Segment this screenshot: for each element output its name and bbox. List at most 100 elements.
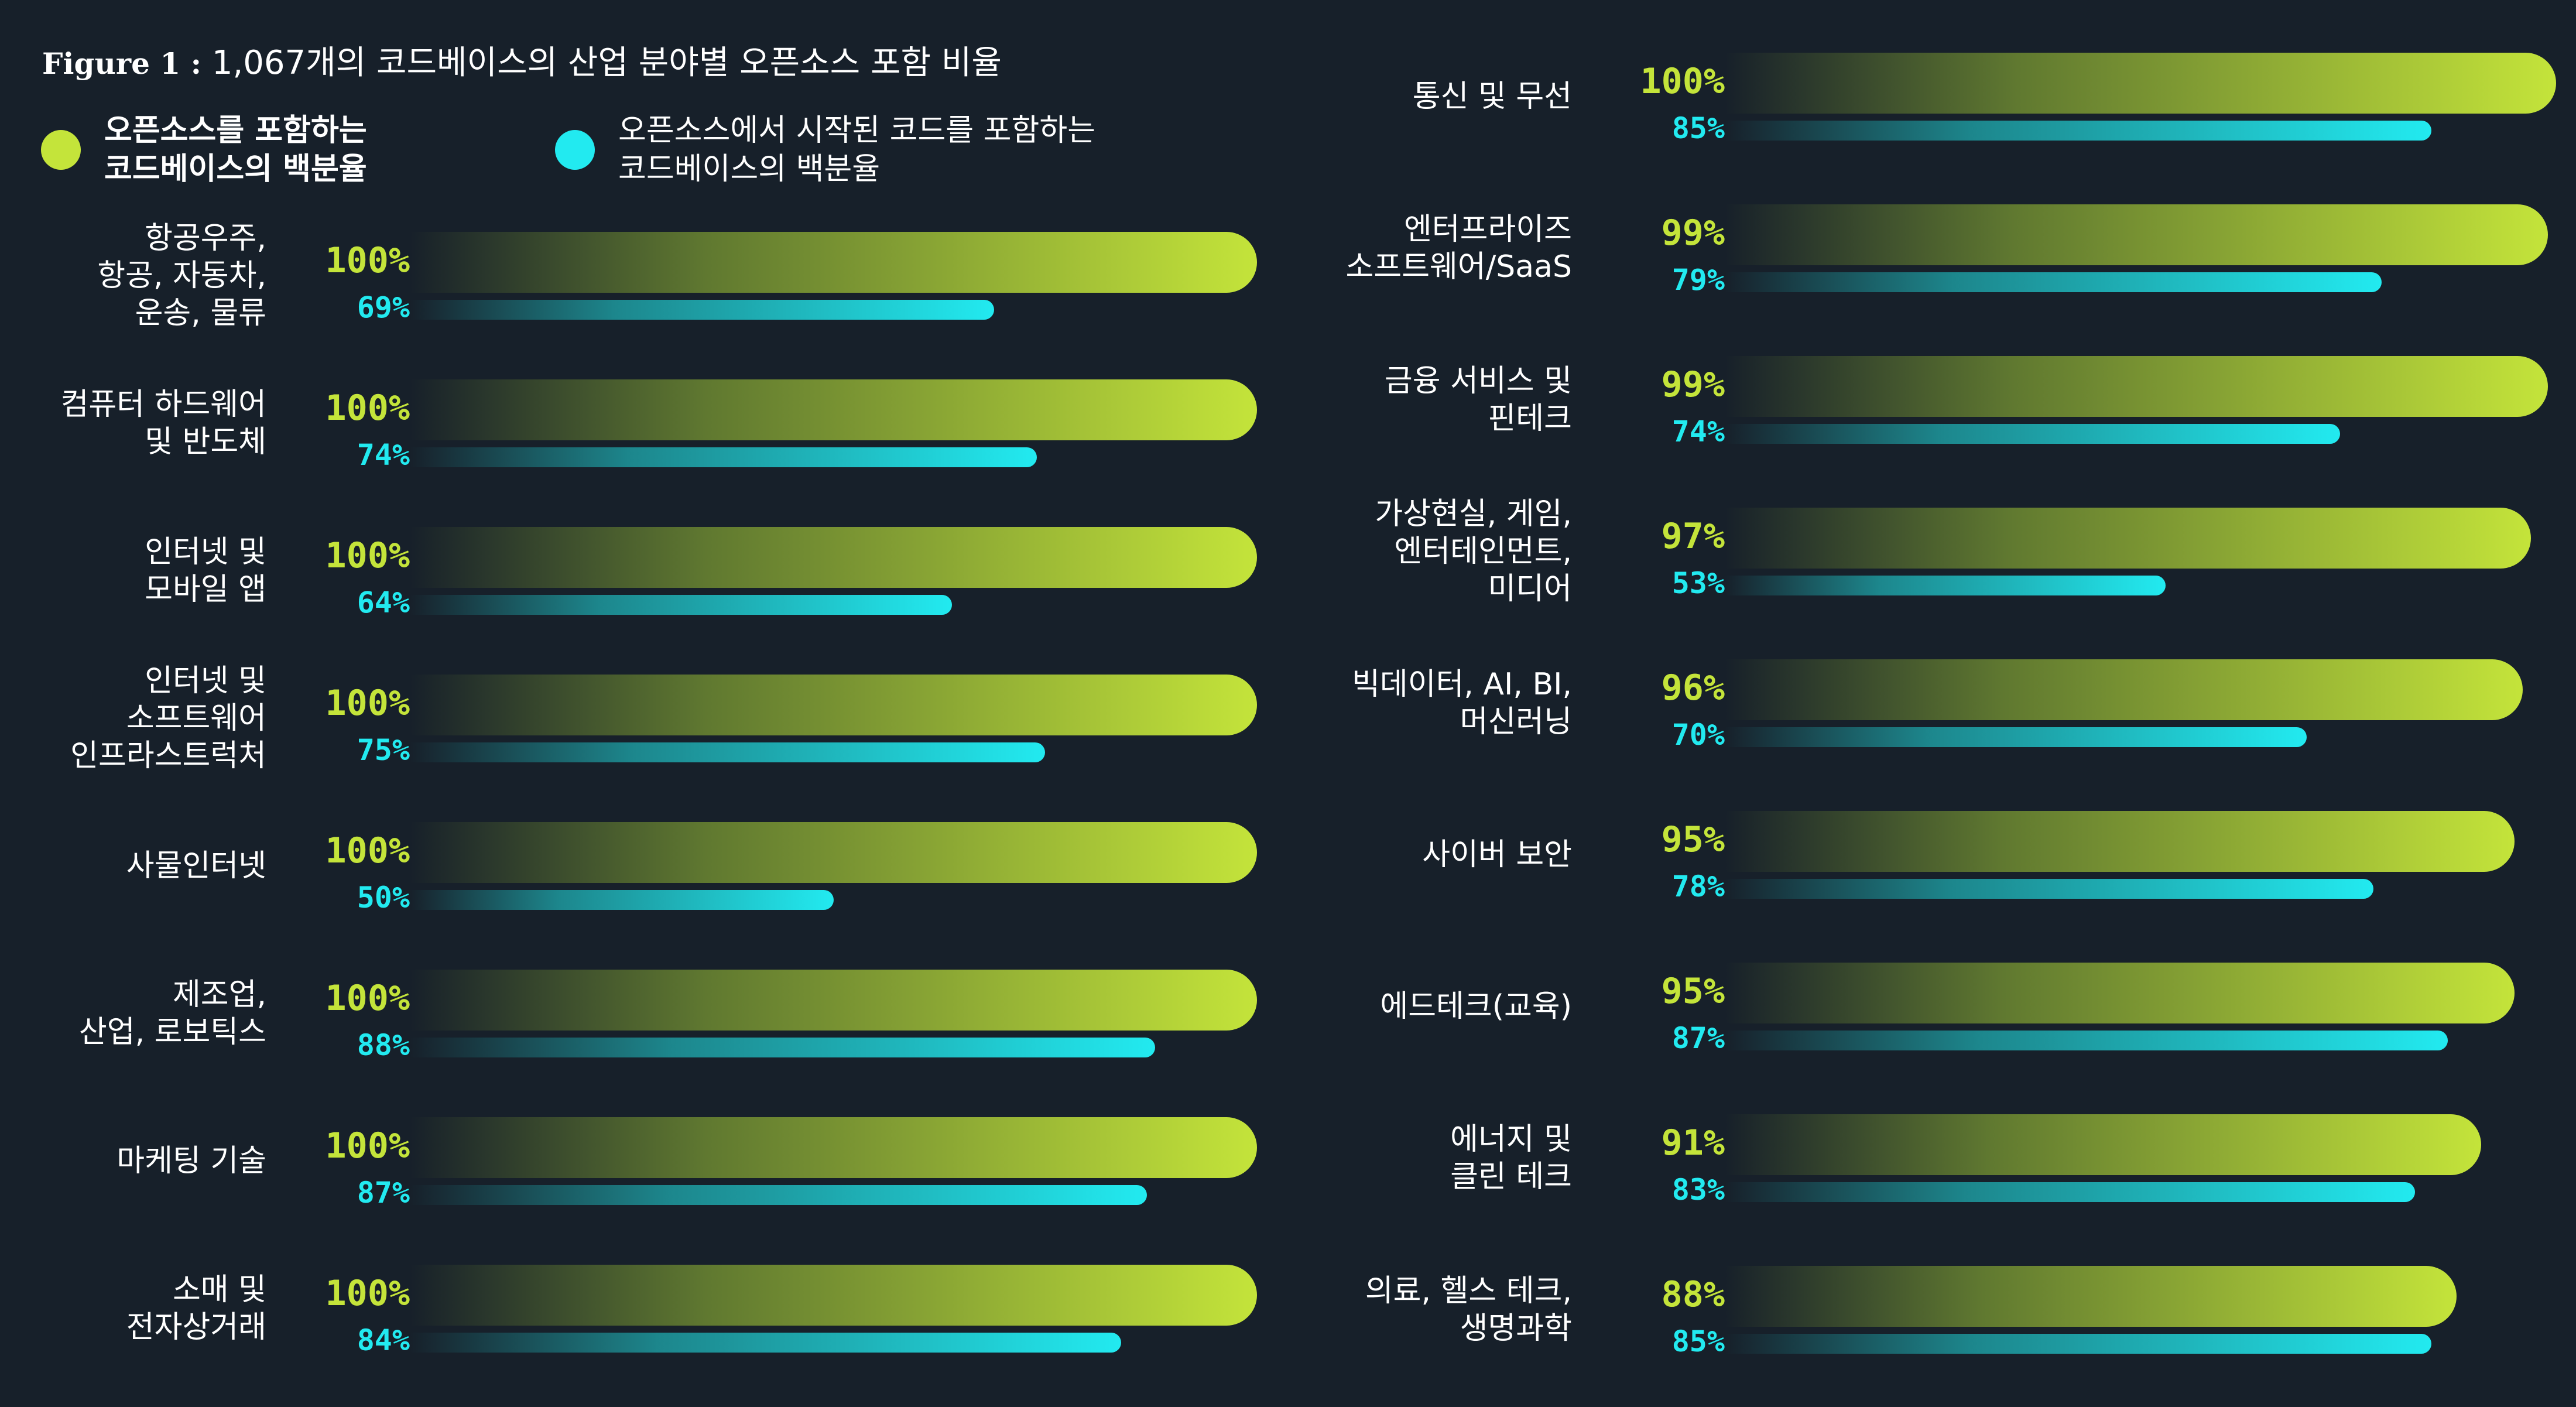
bar-originated-code [1725, 121, 2431, 141]
bar-open-source [410, 379, 1257, 440]
category-label-text: 인터넷 및 모바일 앱 [145, 535, 266, 607]
bar-originated-code [1725, 576, 2166, 595]
data-label-originated-code: 50% [357, 881, 410, 915]
legend-label: 오픈소스에서 시작된 코드를 포함하는 코드베이스의 백분율 [618, 113, 1096, 187]
data-label-open-source: 100% [325, 388, 410, 429]
data-label-open-source: 95% [1661, 819, 1725, 860]
data-label-originated-code: 53% [1671, 566, 1725, 600]
data-label-originated-code: 64% [357, 586, 410, 619]
category-label-text: 에드테크(교육) [1380, 989, 1572, 1024]
bar-originated-code [410, 447, 1037, 467]
legend-label: 오픈소스를 포함하는 코드베이스의 백분율 [104, 113, 367, 187]
data-label-open-source: 99% [1661, 213, 1725, 254]
data-label-open-source: 96% [1661, 667, 1725, 708]
category-label-text: 가상현실, 게임, 엔터테인먼트, 미디어 [1375, 497, 1572, 607]
bar-open-source [410, 822, 1257, 883]
data-label-originated-code: 84% [357, 1323, 410, 1357]
category-label: 사물인터넷 [0, 822, 266, 910]
data-label-open-source: 99% [1661, 364, 1725, 405]
data-label-originated-code: 85% [1671, 111, 1725, 145]
category-label-text: 항공우주, 항공, 자동차, 운송, 물류 [97, 221, 266, 331]
bar-open-source [1725, 356, 2548, 417]
bar-originated-code [410, 1333, 1122, 1353]
category-label: 금융 서비스 및 핀테크 [0, 356, 1572, 444]
bar-open-source [410, 527, 1257, 588]
legend-item-originated-code: 오픈소스에서 시작된 코드를 포함하는 코드베이스의 백분율 [555, 111, 1095, 189]
data-label-open-source: 100% [325, 830, 410, 871]
bar-open-source [1725, 1114, 2482, 1175]
data-label-originated-code: 88% [357, 1028, 410, 1062]
bar-open-source [1725, 659, 2523, 720]
bar-originated-code [410, 300, 995, 320]
category-label: 가상현실, 게임, 엔터테인먼트, 미디어 [0, 497, 1572, 607]
data-label-open-source: 100% [325, 978, 410, 1019]
data-label-open-source: 100% [325, 683, 410, 724]
bar-originated-code [410, 595, 953, 615]
category-label: 의료, 헬스 테크, 생명과학 [0, 1266, 1572, 1354]
category-label-text: 엔터프라이즈 소프트웨어/SaaS [1345, 212, 1572, 285]
bar-open-source [1725, 53, 2556, 114]
bar-open-source [410, 232, 1257, 293]
data-label-open-source: 95% [1661, 971, 1725, 1012]
category-label-text: 컴퓨터 하드웨어 및 반도체 [60, 387, 266, 460]
category-label-text: 통신 및 무선 [1412, 79, 1572, 114]
bar-originated-code [1725, 272, 2382, 292]
data-label-open-source: 100% [325, 1273, 410, 1314]
category-label-text: 에너지 및 클린 테크 [1450, 1122, 1572, 1194]
bar-originated-code [1725, 727, 2307, 747]
bar-open-source [1725, 508, 2532, 569]
data-label-originated-code: 75% [357, 733, 410, 767]
category-label: 통신 및 무선 [0, 53, 1572, 141]
bar-originated-code [1725, 424, 2340, 444]
legend-swatch-cyan [555, 130, 595, 170]
category-label-text: 사물인터넷 [126, 848, 266, 884]
bar-originated-code [1725, 879, 2373, 899]
data-label-originated-code: 79% [1671, 263, 1725, 297]
bar-originated-code [1725, 1182, 2415, 1202]
data-label-open-source: 91% [1661, 1122, 1725, 1163]
category-label-text: 빅데이터, AI, BI, 머신러닝 [1352, 667, 1572, 740]
category-label: 소매 및 전자상거래 [0, 1265, 266, 1353]
data-label-originated-code: 69% [357, 290, 410, 324]
category-label-text: 소매 및 전자상거래 [126, 1272, 266, 1345]
figure-label: Figure 1 : [42, 46, 202, 81]
bar-originated-code [1725, 1334, 2431, 1354]
data-label-originated-code: 70% [1671, 718, 1725, 752]
bar-originated-code [410, 742, 1046, 762]
data-label-originated-code: 74% [1671, 415, 1725, 449]
category-label: 마케팅 기술 [0, 1117, 266, 1205]
bar-open-source [1725, 963, 2515, 1023]
bar-open-source [1725, 811, 2515, 872]
data-label-open-source: 100% [325, 535, 410, 576]
bar-open-source [1725, 1266, 2457, 1327]
data-label-originated-code: 74% [357, 438, 410, 472]
category-label: 컴퓨터 하드웨어 및 반도체 [0, 379, 266, 467]
data-label-open-source: 100% [325, 240, 410, 281]
data-label-originated-code: 87% [1671, 1021, 1725, 1055]
data-label-originated-code: 85% [1671, 1324, 1725, 1358]
category-label: 에드테크(교육) [0, 963, 1572, 1050]
category-label: 항공우주, 항공, 자동차, 운송, 물류 [0, 221, 266, 331]
bar-open-source [410, 675, 1257, 735]
bar-originated-code [410, 1185, 1147, 1205]
category-label: 엔터프라이즈 소프트웨어/SaaS [0, 204, 1572, 292]
bar-open-source [410, 1117, 1257, 1178]
data-label-open-source: 88% [1661, 1274, 1725, 1315]
bar-open-source [410, 1265, 1257, 1326]
category-label: 제조업, 산업, 로보틱스 [0, 970, 266, 1057]
legend-swatch-green [41, 130, 81, 170]
bar-originated-code [410, 890, 834, 910]
category-label-text: 의료, 헬스 테크, 생명과학 [1365, 1274, 1572, 1346]
bar-originated-code [1725, 1031, 2448, 1050]
category-label: 사이버 보안 [0, 811, 1572, 899]
bar-open-source [410, 970, 1257, 1031]
category-label: 인터넷 및 모바일 앱 [0, 527, 266, 615]
category-label-text: 사이버 보안 [1422, 837, 1572, 872]
category-label: 에너지 및 클린 테크 [0, 1114, 1572, 1202]
data-label-originated-code: 78% [1671, 869, 1725, 903]
bar-originated-code [410, 1038, 1156, 1057]
data-label-open-source: 100% [1640, 61, 1725, 102]
category-label: 빅데이터, AI, BI, 머신러닝 [0, 659, 1572, 747]
data-label-originated-code: 87% [357, 1176, 410, 1210]
category-label-text: 인터넷 및 소프트웨어 인프라스트럭처 [70, 663, 266, 773]
